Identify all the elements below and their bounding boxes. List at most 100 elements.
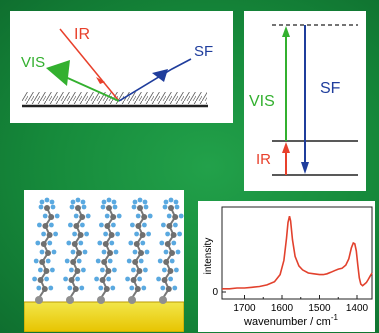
hydrogen-atom [75,276,80,282]
hydrogen-atom [141,285,147,291]
hydrogen-atom [35,240,41,246]
hydrogen-atom [140,240,146,246]
carbon-atom [70,259,77,265]
hydrogen-atom [134,231,139,237]
carbon-atom [141,214,148,220]
hydrogen-atom [171,240,177,246]
sf-arrowhead [152,69,168,82]
x-tick-label: 1700 [233,303,256,314]
hydrogen-atom [38,204,44,210]
carbon-atom [68,277,75,283]
energy-svg: VIS SF IR [249,24,358,176]
hydrogen-atom [39,249,45,255]
hydrogen-atom [163,249,169,255]
hydrogen-atom [68,222,73,228]
hydrogen-atom [81,267,86,273]
hydrogen-atom [143,267,148,273]
hydrogen-atom [143,204,149,210]
sulfur-atom [159,296,167,304]
hydrogen-atom [161,222,166,228]
carbon-atom [168,205,174,211]
hydrogen-atom [135,213,141,219]
y-axis-ticks: 0 [212,287,226,298]
hydrogen-atom [142,199,148,205]
hydrogen-atom [32,276,37,282]
hydrogen-atom [64,258,70,264]
hydrogen-atom [137,197,143,203]
hydrogen-atom [147,213,153,219]
hydrogen-atom [168,197,174,203]
hydrogen-atom [80,199,86,205]
hydrogen-atom [168,276,174,282]
carbon-atom [73,223,80,229]
hydrogen-atom [128,240,134,246]
carbon-atom [43,268,50,274]
gold-substrate [24,301,184,332]
carbon-atom [102,241,109,247]
sulfur-atom [66,296,74,304]
hydrogen-atom [104,213,110,219]
carbon-atom [104,223,111,229]
hydrogen-atom [76,258,82,264]
geometry-svg: IR VIS SF [21,26,213,108]
carbon-atom [130,277,137,283]
hydrogen-atom [99,222,104,228]
hydrogen-atom [173,222,178,228]
hydrogen-atom [144,249,150,255]
hydrogen-atom [101,249,107,255]
x-axis-label-main: wavenumber / cm [243,316,331,328]
carbon-atom [72,286,79,292]
carbon-atom [42,223,49,229]
x-tick-label: 1400 [346,303,369,314]
hydrogen-atom [163,199,169,205]
vis-transition-arrowhead [282,26,290,37]
energy-panel: VIS SF IR [244,11,366,191]
carbon-atom [108,232,115,238]
geometry-panel: IR VIS SF [10,11,233,123]
carbon-atom [161,277,168,283]
hydrogen-atom [106,276,111,282]
spectrum-series-line [222,216,373,290]
carbon-atom [37,277,44,283]
hydrogen-atom [157,258,163,264]
hydrogen-atom [142,222,147,228]
sf-energy-label: SF [320,80,341,97]
hydrogen-atom [100,204,106,210]
hydrogen-atom [36,285,42,291]
hydrogen-atom [33,258,39,264]
vis-energy-label: VIS [249,93,275,110]
hydrogen-atom [177,231,183,237]
hydrogen-atom [67,285,73,291]
hydrogen-atom [156,276,162,282]
carbon-atom [75,205,81,211]
vis-label: VIS [21,54,45,71]
carbon-atom [99,277,106,283]
hydrogen-atom [174,204,180,210]
hydrogen-atom [69,267,74,273]
hydrogen-atom [112,204,118,210]
hydrogen-atom [103,231,108,237]
carbon-atom [134,286,141,292]
hydrogen-atom [137,276,142,282]
hydrogen-atom [169,258,175,264]
carbon-atom [167,268,174,274]
carbon-atom [76,250,82,256]
hydrogen-atom [72,231,77,237]
hydrogen-atom [166,213,172,219]
hydrogen-atom [162,267,167,273]
hydrogen-atom [106,197,112,203]
hydrogen-atom [78,240,84,246]
carbon-atom [77,232,84,238]
carbon-atom [44,205,50,211]
sulfur-atom [35,296,43,304]
hydrogen-atom [173,199,179,205]
hydrogen-atom [94,276,99,282]
hydrogen-atom [84,231,89,237]
carbon-atom [79,214,86,220]
hydrogen-atom [146,231,151,237]
molecule-chains [32,197,184,304]
x-axis-ticks: 1700 1600 1500 1400 [233,295,369,314]
carbon-atom [45,250,51,256]
hydrogen-atom [47,240,53,246]
carbon-atom [136,268,143,274]
